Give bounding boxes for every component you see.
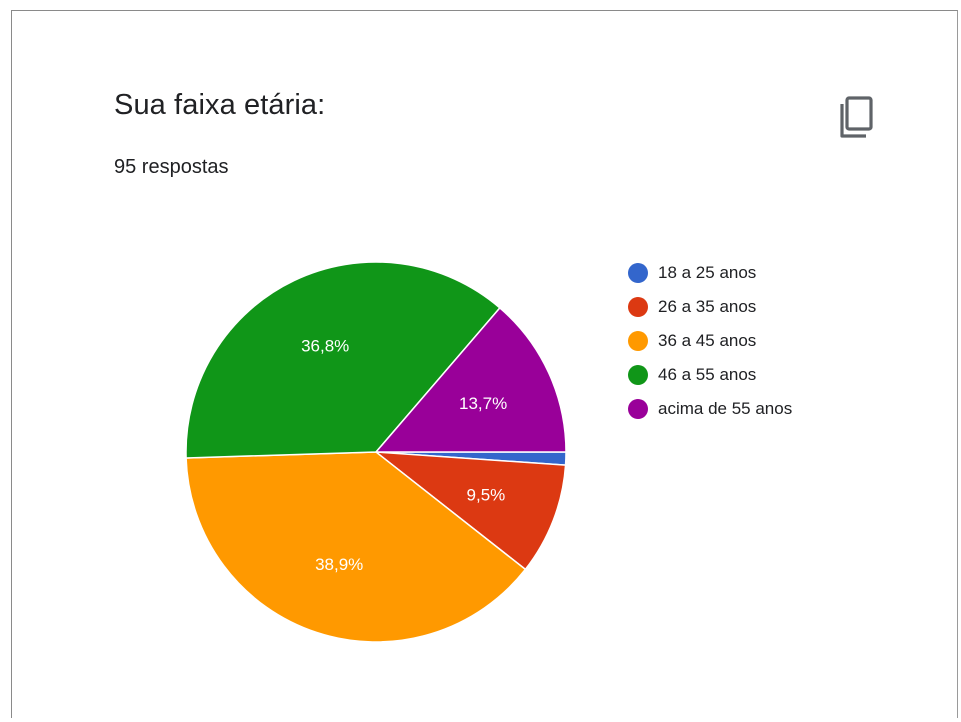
pie-slice-4[interactable] [185, 261, 501, 459]
slice-value-label: 38,9% [315, 555, 363, 574]
legend-item[interactable]: 46 a 55 anos [628, 358, 792, 392]
legend-color-swatch [628, 263, 648, 283]
legend-color-swatch [628, 399, 648, 419]
slice-value-label: 13,7% [459, 394, 507, 413]
copy-chart-button[interactable] [828, 90, 880, 142]
legend-item[interactable]: 18 a 25 anos [628, 256, 792, 290]
legend-item[interactable]: acima de 55 anos [628, 392, 792, 426]
chart-legend: 18 a 25 anos 26 a 35 anos 36 a 45 anos 46 a… [628, 256, 792, 426]
response-count: 95 respostas [114, 156, 229, 178]
pie-slice-5[interactable] [375, 307, 567, 453]
legend-color-swatch [628, 365, 648, 385]
slice-value-label: 9,5% [467, 485, 506, 504]
legend-item[interactable]: 36 a 45 anos [628, 324, 792, 358]
legend-label: 46 a 55 anos [658, 365, 757, 384]
legend-label: 26 a 35 anos [658, 297, 757, 316]
legend-label: 18 a 25 anos [658, 263, 757, 282]
pie-slice-2[interactable] [375, 451, 567, 571]
legend-item[interactable]: 26 a 35 anos [628, 290, 792, 324]
legend-label: acima de 55 anos [658, 399, 793, 418]
legend-color-swatch [628, 297, 648, 317]
legend-color-swatch [628, 331, 648, 351]
chart-title: Sua faixa etária: [114, 89, 326, 121]
legend-label: 36 a 45 anos [658, 331, 757, 350]
copy-icon [840, 96, 873, 138]
pie-slice-3[interactable] [185, 451, 527, 643]
slice-value-label: 36,8% [301, 337, 349, 356]
